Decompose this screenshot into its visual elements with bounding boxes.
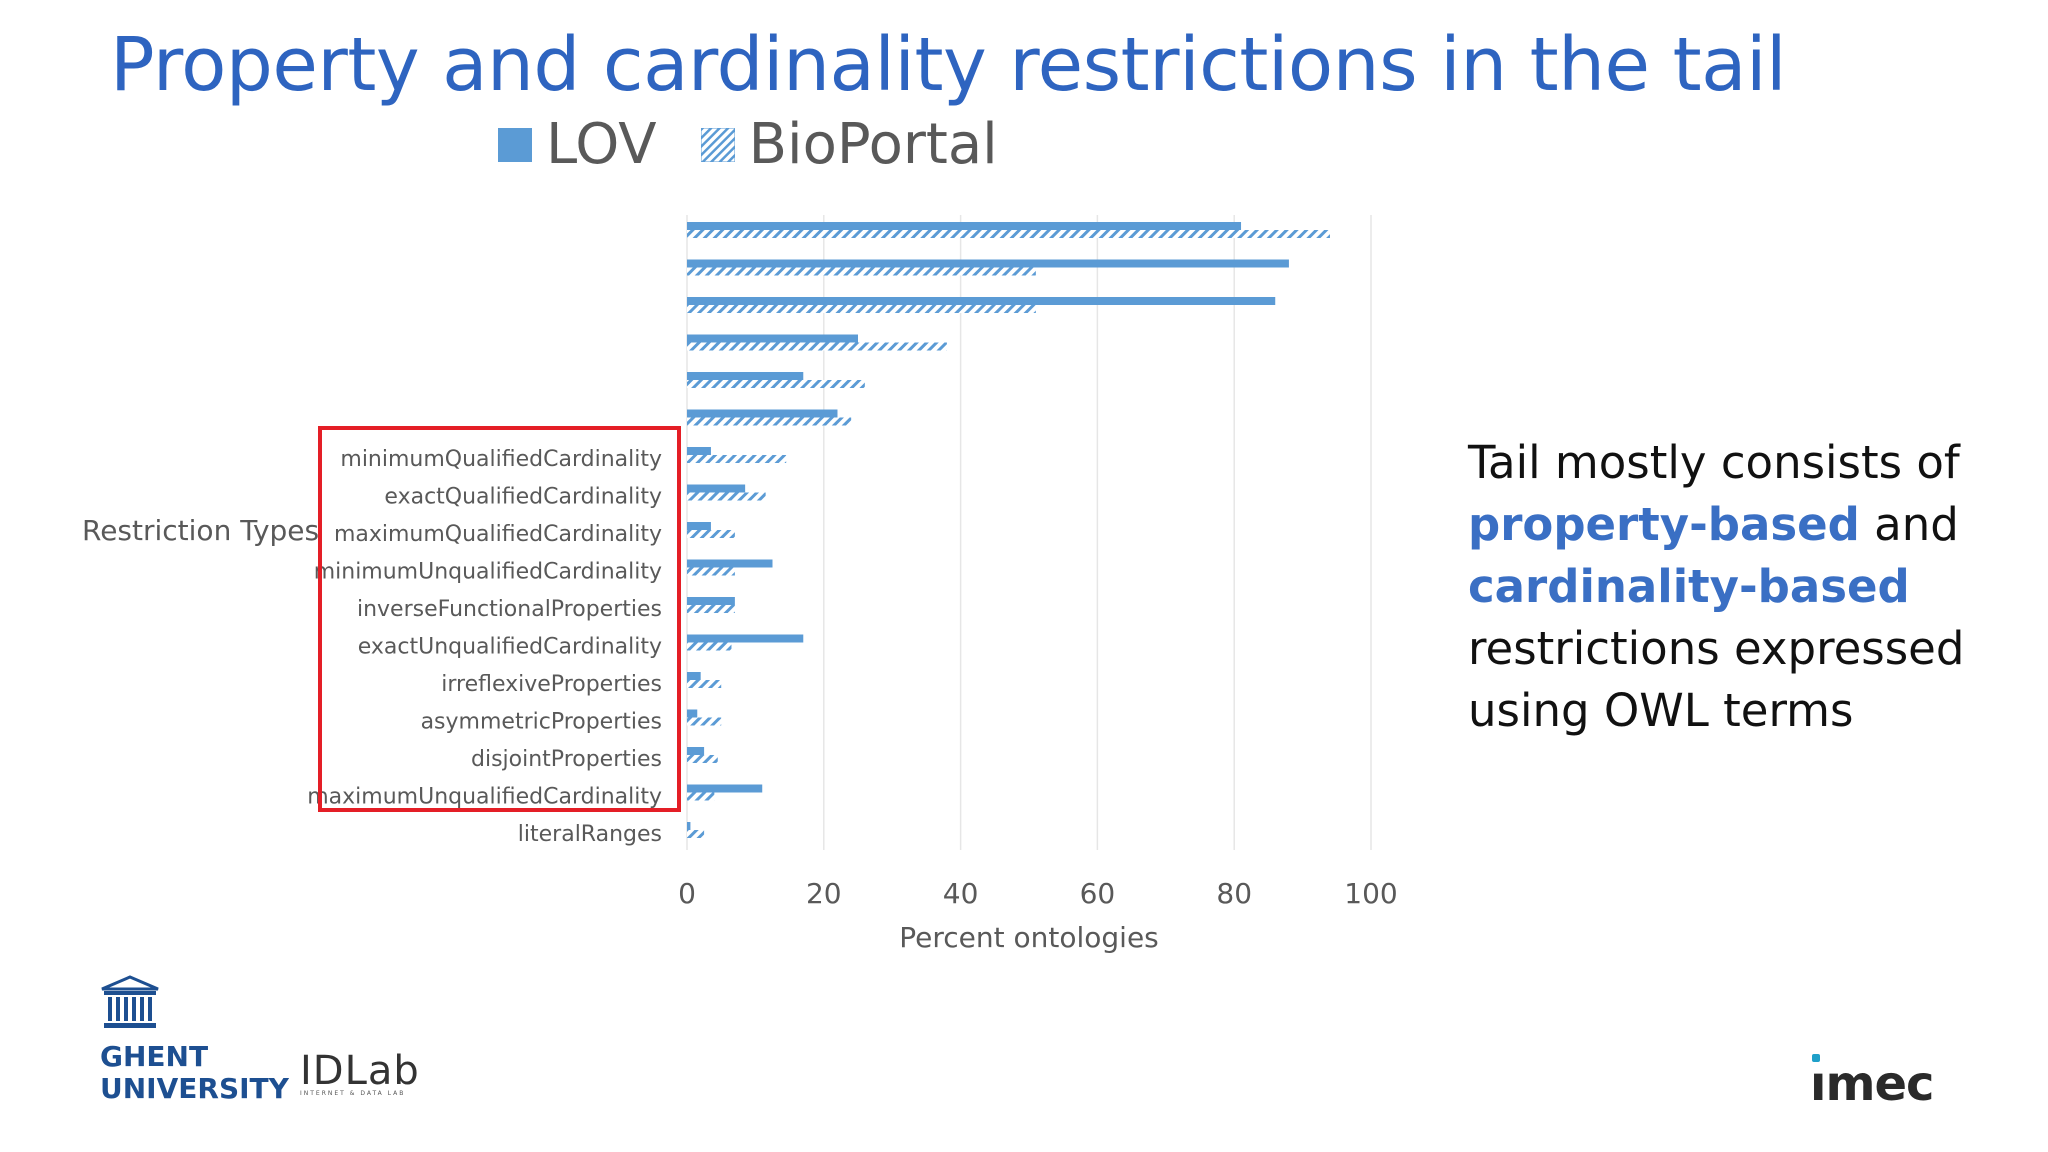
x-axis-label: Percent ontologies — [899, 921, 1159, 954]
bar-bioportal — [687, 305, 1036, 313]
imec-logo-text: ımec — [1810, 1056, 1934, 1112]
bar-lov — [687, 222, 1242, 230]
side-text-line4: restrictions expressed — [1468, 622, 1965, 675]
bar-lov — [687, 334, 858, 343]
bar-bioportal — [687, 455, 787, 463]
idlab-logo-text: IDLab — [300, 1048, 420, 1094]
slide-title: Property and cardinality restrictions in… — [110, 22, 1787, 108]
legend-item-bioportal: BioPortal — [700, 112, 998, 177]
bar-lov — [687, 297, 1276, 305]
university-building-icon — [101, 975, 159, 1028]
category-label: maximumUnqualifiedCardinality — [307, 785, 662, 810]
ghent-line2: UNIVERSITY — [100, 1072, 289, 1105]
highlight-box — [318, 426, 681, 812]
bar-bioportal — [687, 417, 852, 426]
bar-lov — [687, 634, 804, 643]
bar-bioportal — [687, 342, 947, 351]
bar-bioportal — [687, 492, 766, 501]
category-label: maximumQualifiedCardinality — [334, 522, 662, 547]
bar-lov — [687, 522, 711, 530]
bar-bioportal — [687, 755, 718, 763]
category-label: asymmetricProperties — [421, 710, 662, 735]
category-label: disjointProperties — [471, 747, 662, 772]
category-label: exactQualifiedCardinality — [384, 485, 662, 510]
imec-logo: ımec — [1810, 1054, 1934, 1112]
highlight-property-based: property-based — [1468, 498, 1860, 551]
bar-lov — [687, 747, 705, 755]
bar-bioportal — [687, 830, 705, 838]
category-labels: minimumQualifiedCardinality exactQualifie… — [307, 447, 662, 847]
legend-item-lov: LOV — [498, 112, 657, 177]
bar-lov — [687, 784, 763, 793]
ghent-line1: GHENT — [100, 1040, 209, 1073]
category-label: minimumQualifiedCardinality — [340, 447, 662, 472]
idlab-logo-subtext: INTERNET & DATA LAB — [300, 1090, 406, 1097]
legend-swatch-hatched-icon — [700, 127, 735, 162]
bar-bioportal — [687, 680, 722, 688]
chart-bars — [687, 222, 1330, 838]
legend-label-bioportal: BioPortal — [748, 112, 998, 177]
bar-bioportal — [687, 230, 1330, 238]
category-label: irreflexiveProperties — [441, 672, 662, 697]
ghent-university-logo: GHENT UNIVERSITY — [100, 975, 289, 1105]
bar-bioportal — [687, 605, 735, 613]
bar-lov — [687, 709, 698, 718]
bar-lov — [687, 409, 838, 418]
bar-lov — [687, 559, 773, 568]
bar-bioportal — [687, 267, 1036, 276]
bar-bioportal — [687, 792, 715, 801]
bar-lov — [687, 597, 735, 605]
x-tick-label: 40 — [943, 877, 979, 910]
imec-dot-icon — [1812, 1054, 1820, 1062]
x-tick-label: 20 — [806, 877, 842, 910]
side-text-and: and — [1859, 498, 1959, 551]
side-text-line1: Tail mostly consists of — [1468, 436, 1960, 489]
bar-bioportal — [687, 717, 722, 726]
bar-bioportal — [687, 530, 735, 538]
y-axis-label: Restriction Types — [82, 514, 319, 547]
x-tick-label: 100 — [1344, 877, 1397, 910]
highlight-cardinality-based: cardinality-based — [1468, 560, 1910, 613]
bar-lov — [687, 447, 711, 455]
x-tick-label: 80 — [1216, 877, 1252, 910]
bar-lov — [687, 372, 804, 380]
x-tick-label: 60 — [1080, 877, 1116, 910]
category-label: exactUnqualifiedCardinality — [358, 635, 662, 660]
x-axis-ticks: 0 20 40 60 80 100 — [678, 877, 1398, 910]
idlab-logo: IDLab INTERNET & DATA LAB — [300, 1048, 420, 1097]
side-text-line2: property-based and — [1468, 494, 2008, 556]
bar-lov — [687, 672, 701, 680]
bar-lov — [687, 259, 1289, 268]
category-label: literalRanges — [518, 822, 662, 847]
bar-bioportal — [687, 380, 865, 388]
category-label: inverseFunctionalProperties — [357, 597, 662, 622]
category-label: minimumUnqualifiedCardinality — [314, 560, 662, 585]
x-tick-label: 0 — [678, 877, 696, 910]
bar-lov — [687, 484, 746, 493]
bar-lov — [687, 822, 691, 830]
bar-bioportal — [687, 642, 732, 651]
ghent-logo-text: GHENT UNIVERSITY — [100, 1041, 289, 1105]
bar-bioportal — [687, 567, 735, 576]
legend-swatch-solid-icon — [498, 127, 532, 162]
legend-label-lov: LOV — [546, 112, 657, 177]
side-text-line5: using OWL terms — [1468, 684, 1854, 737]
chart-legend: LOV BioPortal — [498, 112, 1042, 177]
side-explanation: Tail mostly consists of property-based a… — [1468, 432, 2008, 742]
